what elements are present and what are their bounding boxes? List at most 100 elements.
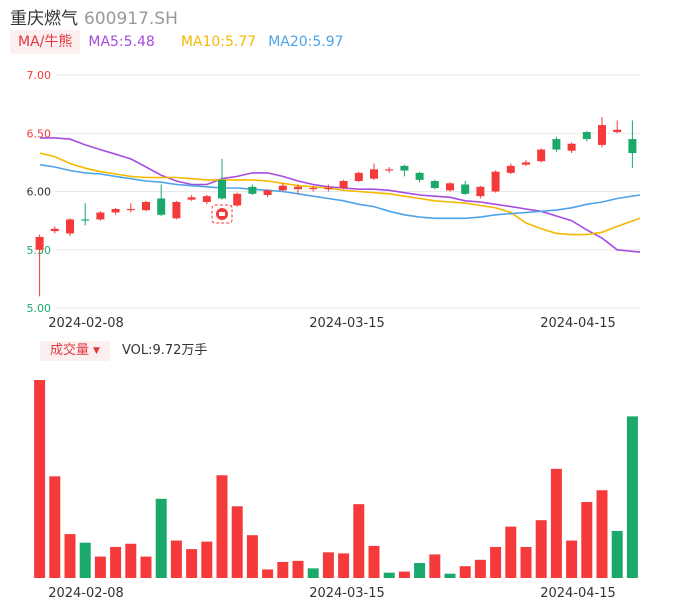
candle-body xyxy=(278,185,287,191)
candle-body xyxy=(248,186,257,194)
candle-body xyxy=(552,139,561,150)
volume-bar xyxy=(581,502,593,578)
candle-body xyxy=(157,198,166,215)
price-tick-label: 5.00 xyxy=(27,302,52,315)
volume-bar xyxy=(596,490,608,578)
volume-bar xyxy=(338,553,350,578)
candle-body xyxy=(491,171,500,192)
volume-x-tick-label: 2024-04-15 xyxy=(540,586,616,601)
candle-body xyxy=(628,139,637,154)
candle-body xyxy=(400,165,409,171)
candle-body xyxy=(50,228,59,232)
ma20-legend: MA20:5.97 xyxy=(268,34,344,50)
price-y-axis: 7.00 6.50 6.00 5.50 5.00 xyxy=(27,69,52,315)
candle-body xyxy=(567,143,576,151)
volume-value: VOL:9.72万手 xyxy=(121,343,208,358)
volume-bar xyxy=(414,563,426,578)
volume-bar xyxy=(474,559,486,578)
candle-body xyxy=(202,196,211,202)
ma5-line xyxy=(40,137,641,253)
volume-bar xyxy=(140,556,152,578)
marker-frame xyxy=(211,204,233,224)
volume-bar xyxy=(125,543,137,578)
volume-bar xyxy=(201,541,213,578)
candle-body xyxy=(446,183,454,191)
ma20-line xyxy=(39,163,641,220)
candlestick-series xyxy=(35,116,637,297)
volume-x-tick-label: 2024-03-15 xyxy=(309,586,385,601)
volume-bar xyxy=(429,554,441,578)
candle-body xyxy=(81,219,90,221)
volume-bar xyxy=(231,506,243,578)
candle-body xyxy=(582,132,591,140)
price-x-tick-label: 2024-04-15 xyxy=(540,316,616,331)
candle-body xyxy=(233,193,242,206)
candle-body xyxy=(461,184,470,194)
candle-body xyxy=(522,162,530,165)
ma-mode-button[interactable]: MA/牛熊 xyxy=(10,30,81,54)
candle-body xyxy=(218,179,226,199)
volume-bars xyxy=(34,380,638,578)
candle-body xyxy=(430,181,439,189)
volume-bar xyxy=(155,498,167,578)
volume-bar xyxy=(307,568,319,578)
volume-bar xyxy=(64,534,76,578)
volume-bar xyxy=(49,476,61,578)
candle-body xyxy=(172,201,181,219)
volume-bar xyxy=(353,504,365,578)
volume-bar xyxy=(611,530,623,578)
candle-body xyxy=(537,149,546,162)
candle-body xyxy=(294,186,302,190)
volume-bar xyxy=(505,526,517,578)
volume-indicator-dropdown[interactable]: 成交量 ▼ xyxy=(40,341,110,361)
stock-header: 重庆燃气 600917.SH xyxy=(10,4,178,29)
ma5-legend: MA5:5.48 xyxy=(88,34,155,50)
candle-body xyxy=(354,172,363,182)
volume-bar xyxy=(34,380,46,578)
candle-body xyxy=(385,169,394,171)
candle-body xyxy=(126,208,135,211)
volume-tag-label: 成交量 xyxy=(50,343,90,358)
price-grid xyxy=(56,74,640,309)
candle-body xyxy=(415,172,424,180)
volume-bar xyxy=(246,535,258,578)
candle-body xyxy=(309,188,318,190)
ma10-legend: MA10:5.77 xyxy=(180,34,257,50)
volume-bar xyxy=(535,520,547,578)
volume-bar xyxy=(626,416,638,578)
candle-body xyxy=(476,186,485,197)
candle-body xyxy=(263,190,272,195)
volume-bar xyxy=(262,569,274,578)
volume-bar xyxy=(383,572,395,578)
candle-body xyxy=(324,188,333,190)
caret-down-icon: ▼ xyxy=(93,346,100,356)
marker-glyph xyxy=(219,212,225,216)
price-x-tick-label: 2024-02-08 xyxy=(48,316,124,331)
volume-bar xyxy=(368,545,380,578)
volume-x-axis: 2024-02-08 2024-03-15 2024-04-15 xyxy=(48,586,616,601)
ma-lines xyxy=(39,137,641,253)
volume-bar xyxy=(550,468,562,578)
volume-bar xyxy=(186,549,198,578)
volume-bar xyxy=(490,546,502,578)
stock-name: 重庆燃气 xyxy=(10,9,78,29)
volume-bar xyxy=(444,573,456,578)
candle-body xyxy=(66,219,74,234)
candle-body xyxy=(370,169,378,179)
candle-body xyxy=(187,197,196,200)
price-x-tick-label: 2024-03-15 xyxy=(309,316,385,331)
candle-body xyxy=(598,125,606,145)
volume-bar xyxy=(94,556,106,578)
candle-body xyxy=(35,236,44,250)
volume-bar xyxy=(459,566,471,578)
volume-bar xyxy=(322,552,334,578)
price-tick-label: 6.00 xyxy=(27,186,52,199)
volume-bar xyxy=(277,561,289,578)
volume-legend: 成交量 ▼ VOL:9.72万手 xyxy=(40,341,207,363)
event-marker-icon[interactable] xyxy=(211,204,233,224)
candle-body xyxy=(506,165,515,173)
volume-bar xyxy=(398,571,410,578)
ma-legend: MA/牛熊 MA5:5.48 MA10:5.77 MA20:5.97 xyxy=(10,30,344,54)
candle-body xyxy=(142,201,150,211)
